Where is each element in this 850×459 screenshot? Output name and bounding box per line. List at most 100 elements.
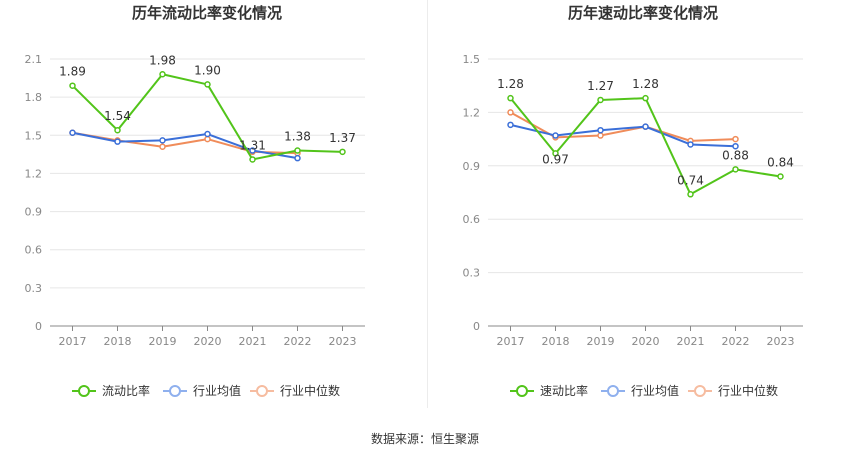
current-ratio-series-1-point bbox=[69, 129, 76, 136]
current-ratio-data-label: 1.89 bbox=[59, 65, 86, 79]
current-ratio-data-label: 1.90 bbox=[194, 63, 221, 77]
current-ratio-series-0-point bbox=[294, 147, 301, 154]
quick-ratio-series-1-point bbox=[642, 123, 649, 130]
current-ratio-chart: 历年流动比率变化情况 0 0.3 0.6 0.9 1.2 1.5 1.8 2.1 2017 2018… bbox=[0, 0, 425, 415]
current-ratio-x-tick-label: 2018 bbox=[104, 335, 132, 348]
current-ratio-series-1-line bbox=[72, 131, 298, 160]
quick-ratio-series-0-point bbox=[687, 191, 694, 198]
current-ratio-title: 历年流动比率变化情况 bbox=[132, 4, 282, 22]
quick-ratio-series-1-point bbox=[597, 126, 604, 134]
current-ratio-series-1-point bbox=[114, 138, 121, 145]
current-ratio-series-1-point bbox=[204, 130, 211, 138]
current-ratio-primary-legend[interactable]: 流动比率 bbox=[72, 383, 150, 398]
quick-ratio-data-label: 0.88 bbox=[722, 148, 749, 162]
quick-ratio-series-2-point bbox=[507, 109, 514, 116]
quick-ratio-chart: 历年速动比率变化情况 0 0.3 0.6 0.9 1.2 1.5 2017 2018 2019 20… bbox=[425, 0, 850, 415]
current-ratio-data-label: 1.38 bbox=[284, 130, 311, 144]
quick-ratio-series-0-point bbox=[732, 166, 739, 173]
current-ratio-industry-avg-legend[interactable]: 行业均值 bbox=[163, 383, 241, 398]
quick-ratio-legend-marker bbox=[694, 385, 706, 397]
quick-ratio-series-0-point bbox=[777, 173, 784, 180]
current-ratio-series-0-point bbox=[204, 81, 211, 88]
current-ratio-data-label: 1.54 bbox=[104, 109, 131, 123]
quick-ratio-series-1-point bbox=[552, 132, 559, 139]
quick-ratio-x-tick-label: 2020 bbox=[632, 335, 660, 348]
current-ratio-series-2-point bbox=[204, 135, 211, 143]
quick-ratio-series-1-point bbox=[732, 142, 739, 150]
data-source-note: 数据来源：恒生聚源 bbox=[370, 432, 479, 446]
current-ratio-legend-label: 行业均值 bbox=[193, 383, 241, 398]
current-ratio-legend-marker bbox=[256, 385, 268, 397]
quick-ratio-data-label: 1.27 bbox=[587, 79, 614, 93]
current-ratio-y-tick-label: 1.5 bbox=[25, 129, 43, 142]
quick-ratio-y-tick-label: 0 bbox=[473, 320, 480, 333]
current-ratio-x-tick-label: 2019 bbox=[149, 335, 177, 348]
current-ratio-y-tick-label: 1.2 bbox=[25, 167, 43, 180]
quick-ratio-series-2-point bbox=[732, 135, 739, 143]
current-ratio-series-0-point bbox=[114, 126, 121, 134]
quick-ratio-x-tick-label: 2019 bbox=[587, 335, 615, 348]
quick-ratio-series-1-line bbox=[510, 123, 736, 148]
quick-ratio-industry-avg-legend[interactable]: 行业均值 bbox=[601, 383, 679, 398]
current-ratio-legend-marker bbox=[78, 385, 90, 397]
current-ratio-x-tick-label: 2023 bbox=[329, 335, 357, 348]
current-ratio-series-0-point bbox=[159, 71, 166, 78]
quick-ratio-series-2-point bbox=[597, 132, 604, 139]
quick-ratio-x-tick-label: 2018 bbox=[542, 335, 570, 348]
quick-ratio-industry-median-legend[interactable]: 行业中位数 bbox=[688, 383, 778, 398]
quick-ratio-x-tick-label: 2021 bbox=[677, 335, 705, 348]
quick-ratio-series-0-point bbox=[507, 94, 514, 102]
quick-ratio-series-0-point bbox=[552, 150, 559, 157]
current-ratio-x-tick-label: 2020 bbox=[194, 335, 222, 348]
current-ratio-x-tick-label: 2022 bbox=[284, 335, 312, 348]
current-ratio-y-tick-label: 0 bbox=[35, 320, 42, 333]
quick-ratio-data-label: 0.84 bbox=[767, 155, 794, 169]
quick-ratio-series-0-point bbox=[597, 96, 604, 104]
current-ratio-chart-svg: 历年流动比率变化情况 0 0.3 0.6 0.9 1.2 1.5 1.8 2.1 2017 2018… bbox=[25, 4, 365, 398]
quick-ratio-legend-marker bbox=[607, 385, 619, 397]
quick-ratio-y-tick-label: 0.3 bbox=[463, 267, 481, 280]
quick-ratio-primary-legend[interactable]: 速动比率 bbox=[510, 383, 588, 398]
current-ratio-y-tick-label: 0.6 bbox=[25, 244, 43, 257]
panel-divider bbox=[427, 0, 428, 408]
current-ratio-legend-marker bbox=[169, 385, 181, 397]
quick-ratio-y-tick-label: 1.2 bbox=[463, 106, 481, 119]
quick-ratio-chart-svg: 历年速动比率变化情况 0 0.3 0.6 0.9 1.2 1.5 2017 2018 2019 20… bbox=[463, 4, 803, 398]
current-ratio-data-label: 1.37 bbox=[329, 131, 356, 145]
current-ratio-industry-median-legend[interactable]: 行业中位数 bbox=[250, 383, 340, 398]
current-ratio-y-tick-label: 0.3 bbox=[25, 282, 43, 295]
quick-ratio-legend-label: 速动比率 bbox=[540, 383, 588, 398]
quick-ratio-data-label: 0.97 bbox=[542, 152, 569, 166]
quick-ratio-x-tick-label: 2022 bbox=[722, 335, 750, 348]
quick-ratio-data-label: 0.74 bbox=[677, 173, 704, 187]
current-ratio-data-label: 1.31 bbox=[239, 138, 266, 152]
quick-ratio-legend-label: 行业均值 bbox=[631, 383, 679, 398]
current-ratio-series-0-point bbox=[249, 156, 256, 163]
current-ratio-data-label: 1.98 bbox=[149, 53, 176, 67]
quick-ratio-y-tick-label: 1.5 bbox=[463, 53, 481, 66]
current-ratio-series-1-point bbox=[159, 137, 166, 144]
current-ratio-series-1-point bbox=[294, 154, 301, 162]
quick-ratio-series-2-line bbox=[510, 111, 736, 142]
quick-ratio-legend-marker bbox=[516, 385, 528, 397]
current-ratio-y-tick-label: 1.8 bbox=[25, 91, 43, 104]
quick-ratio-legend-label: 行业中位数 bbox=[718, 383, 778, 398]
quick-ratio-y-tick-label: 0.6 bbox=[463, 213, 481, 226]
current-ratio-series-1-point bbox=[249, 147, 256, 154]
quick-ratio-series-1-point bbox=[507, 121, 514, 129]
quick-ratio-y-tick-label: 0.9 bbox=[463, 160, 481, 173]
current-ratio-y-tick-label: 2.1 bbox=[25, 53, 43, 66]
quick-ratio-x-tick-label: 2017 bbox=[497, 335, 525, 348]
current-ratio-series-0-point bbox=[339, 148, 346, 156]
current-ratio-series-2-point bbox=[159, 143, 166, 150]
quick-ratio-data-label: 1.28 bbox=[497, 77, 524, 91]
quick-ratio-title: 历年速动比率变化情况 bbox=[568, 4, 718, 22]
current-ratio-legend-label: 行业中位数 bbox=[280, 383, 340, 398]
current-ratio-legend-label: 流动比率 bbox=[102, 383, 150, 398]
current-ratio-x-tick-label: 2017 bbox=[59, 335, 87, 348]
quick-ratio-series-1-point bbox=[687, 141, 694, 148]
quick-ratio-x-tick-label: 2023 bbox=[767, 335, 795, 348]
current-ratio-y-tick-label: 0.9 bbox=[25, 206, 43, 219]
quick-ratio-data-label: 1.28 bbox=[632, 77, 659, 91]
current-ratio-series-0-point bbox=[69, 82, 76, 89]
